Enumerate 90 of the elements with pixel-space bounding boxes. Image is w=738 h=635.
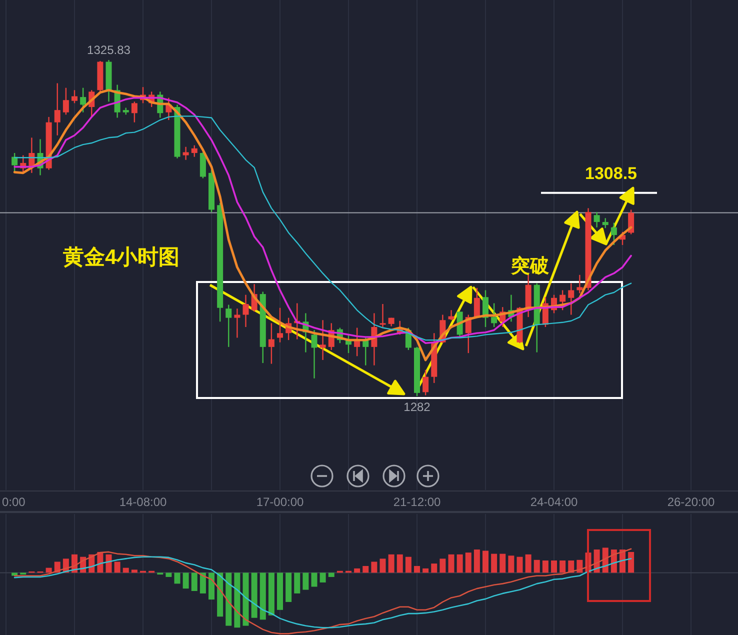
bar — [448, 554, 454, 573]
candlestick — [474, 287, 480, 318]
candlestick — [560, 290, 566, 311]
candlestick — [226, 304, 232, 348]
x-tick-label: 0:00 — [2, 495, 26, 509]
bar — [260, 572, 266, 620]
bar — [431, 564, 438, 573]
candlestick — [491, 302, 498, 328]
bar — [328, 572, 334, 577]
bar — [388, 554, 394, 573]
candlestick — [191, 144, 198, 158]
bar — [474, 550, 480, 573]
bar — [268, 572, 274, 616]
bar — [217, 572, 224, 617]
bar — [456, 554, 463, 573]
x-tick-label: 17-00:00 — [256, 495, 304, 509]
candlestick — [380, 303, 386, 328]
bar — [251, 572, 258, 618]
bar — [191, 572, 198, 591]
bar — [396, 554, 403, 573]
candlestick — [242, 294, 249, 328]
candlestick — [80, 87, 86, 113]
candlestick — [12, 152, 18, 174]
ref-line-label: 1308.5 — [585, 164, 637, 183]
candlestick — [594, 211, 600, 228]
annotation: 突破 — [510, 255, 550, 277]
bar — [174, 572, 180, 584]
bar — [508, 556, 514, 573]
bar — [628, 552, 634, 573]
bar — [46, 568, 52, 573]
candlestick — [576, 274, 583, 294]
bar — [182, 572, 189, 589]
bar — [525, 554, 532, 573]
x-tick-label: 14-08:00 — [119, 495, 168, 509]
bar — [106, 554, 112, 573]
bar — [311, 572, 318, 587]
bar — [405, 556, 412, 573]
candlestick — [182, 146, 189, 160]
annotation: 1282 — [404, 400, 431, 414]
bar — [542, 560, 548, 573]
candlestick — [422, 369, 429, 396]
bar — [465, 552, 472, 573]
bar — [242, 572, 249, 626]
candlestick — [200, 152, 206, 179]
candlestick — [268, 322, 274, 364]
bar — [294, 572, 300, 594]
x-tick-label: 21-12:00 — [393, 495, 442, 509]
bar — [560, 560, 566, 573]
annotation: 1325.83 — [87, 43, 131, 57]
bar — [440, 558, 446, 573]
bar — [320, 572, 326, 582]
bar — [371, 562, 378, 573]
candlestick — [610, 222, 617, 246]
bar — [482, 550, 488, 573]
bar — [166, 572, 172, 577]
bar — [302, 572, 309, 590]
bar — [534, 560, 540, 573]
candlestick — [311, 329, 318, 379]
x-tick-label: 26-20:00 — [667, 495, 716, 509]
candlestick — [568, 282, 574, 316]
bar — [200, 572, 206, 594]
candlestick — [602, 218, 608, 229]
bar — [286, 572, 292, 602]
bar — [122, 568, 129, 573]
bar — [354, 568, 360, 573]
candlestick — [54, 82, 60, 136]
bar — [234, 572, 240, 628]
bar — [380, 558, 386, 573]
bar — [362, 566, 369, 573]
candlestick — [234, 308, 240, 338]
candlestick — [72, 90, 78, 104]
bar — [422, 568, 429, 573]
bar — [551, 560, 557, 573]
candlestick — [62, 87, 69, 116]
bar — [131, 570, 138, 573]
bar — [414, 566, 420, 573]
bar — [491, 554, 498, 573]
candlestick — [482, 290, 488, 328]
bar — [500, 554, 506, 573]
candlestick — [448, 310, 454, 321]
candlestick — [277, 307, 283, 343]
x-tick-label: 24-04:00 — [530, 495, 578, 509]
bar — [114, 562, 120, 573]
candlestick — [131, 101, 138, 123]
bar — [516, 556, 523, 573]
bar — [208, 572, 214, 600]
bar — [226, 572, 232, 626]
candlestick — [320, 320, 326, 361]
text: 黄金4小时图 — [62, 246, 180, 269]
bar — [277, 572, 283, 610]
